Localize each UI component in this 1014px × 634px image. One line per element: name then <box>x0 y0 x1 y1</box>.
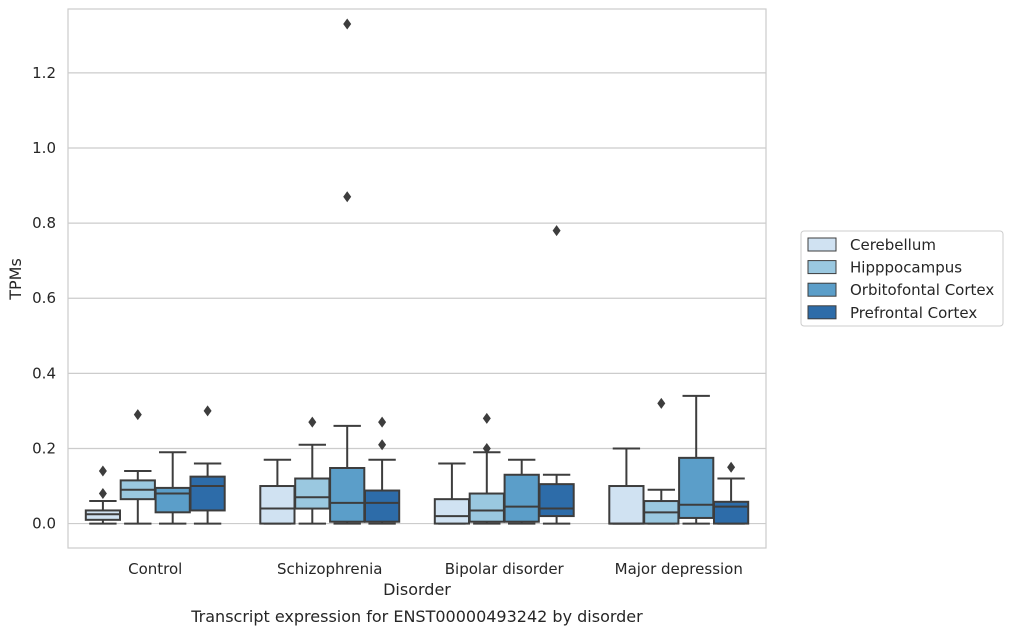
outlier-marker <box>98 488 107 500</box>
outlier-marker <box>482 412 491 424</box>
box-2-3 <box>538 225 575 525</box>
legend-swatch <box>807 305 837 320</box>
box-3-0 <box>608 447 645 525</box>
box-2-1 <box>468 412 505 525</box>
box-1-3 <box>363 416 401 525</box>
box-0-1 <box>119 409 156 525</box>
box-3-2 <box>678 394 715 525</box>
box-1-2 <box>329 18 366 525</box>
outlier-marker <box>378 439 387 451</box>
legend-swatch <box>807 260 837 275</box>
grid-lines <box>68 72 766 525</box>
outlier-marker <box>308 416 317 428</box>
legend: Cerebellum Hipppocampus Orbitofontal Corte… <box>800 230 1004 327</box>
legend-label: Prefrontal Cortex <box>850 304 977 322</box>
y-tick-label: 1.0 <box>32 139 56 157</box>
legend-label: Orbitofontal Cortex <box>850 281 994 299</box>
legend-frame <box>800 230 1004 327</box>
legend-swatch <box>807 282 837 297</box>
box-iqr <box>678 456 715 519</box>
box-1-0 <box>259 458 296 525</box>
box-2-2 <box>503 458 540 525</box>
y-tick-label: 0.6 <box>32 289 56 307</box>
box-iqr <box>189 475 226 512</box>
box-iqr <box>363 489 401 523</box>
outlier-marker <box>657 397 666 409</box>
y-tick-label: 0.4 <box>32 364 56 382</box>
plot-frame <box>67 8 767 549</box>
box-3-1 <box>643 397 680 525</box>
box-iqr <box>503 473 540 523</box>
box-iqr <box>259 485 296 525</box>
x-axis-title: Disorder <box>383 580 451 599</box>
y-axis-title: TPMs <box>6 258 25 301</box>
outlier-marker <box>133 409 142 421</box>
outlier-marker <box>727 461 736 473</box>
legend-items: Cerebellum Hipppocampus Orbitofontal Corte… <box>807 236 994 322</box>
box-1-1 <box>294 416 331 525</box>
y-tick-label: 0.8 <box>32 214 56 232</box>
legend-label: Hipppocampus <box>850 259 962 277</box>
outlier-marker <box>552 225 561 237</box>
outlier-marker <box>378 416 387 428</box>
x-tick-label: Control <box>128 560 182 578</box>
x-tick-label: Bipolar disorder <box>445 560 565 578</box>
box-iqr <box>433 498 471 525</box>
legend-swatch <box>807 237 837 252</box>
box-0-3 <box>189 405 226 525</box>
box-iqr <box>154 486 191 514</box>
box-iqr <box>538 483 575 518</box>
legend-label: Cerebellum <box>850 236 936 254</box>
box-iqr <box>468 492 505 523</box>
outlier-marker <box>343 191 352 203</box>
y-tick-label: 0.2 <box>32 439 56 457</box>
x-tick-label: Schizophrenia <box>277 560 382 578</box>
outlier-marker <box>203 405 212 417</box>
x-tick-label: Major depression <box>615 560 743 578</box>
y-tick-labels: 0.0 0.2 0.4 0.6 0.8 1.0 1.2 <box>32 64 56 533</box>
x-tick-labels: Control Schizophrenia Bipolar disorder Majo… <box>128 560 743 578</box>
box-iqr <box>294 477 331 510</box>
box-0-2 <box>154 451 191 525</box>
outlier-marker <box>343 18 352 30</box>
box-3-3 <box>712 461 750 525</box>
box-layer <box>84 18 750 525</box>
box-iqr <box>329 466 366 523</box>
y-tick-label: 0.0 <box>32 515 56 533</box>
box-2-0 <box>433 462 471 525</box>
box-0-0 <box>84 465 122 525</box>
box-iqr <box>608 485 645 525</box>
box-iqr <box>712 500 750 525</box>
chart-caption: Transcript expression for ENST0000049324… <box>190 607 643 626</box>
outlier-marker <box>98 465 107 477</box>
outlier-marker <box>482 442 491 454</box>
y-tick-label: 1.2 <box>32 64 56 82</box>
